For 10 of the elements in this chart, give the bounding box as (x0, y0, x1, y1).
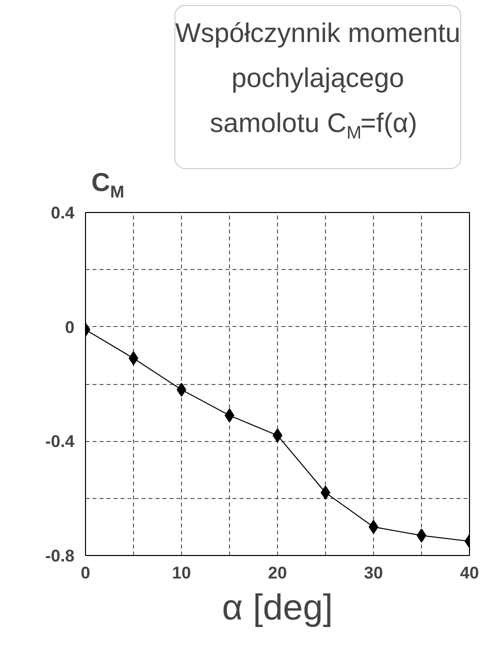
x-tick-label: 10 (172, 564, 191, 582)
x-tick-label: 40 (460, 564, 479, 582)
y-tick-label: -0.4 (45, 432, 76, 452)
x-axis-title: α [deg] (222, 586, 333, 628)
y-tick-label: 0.4 (50, 204, 76, 222)
y-tick-label: -0.8 (45, 546, 75, 566)
x-tick-label: 0 (80, 564, 90, 582)
x-tick-label: 20 (268, 564, 287, 582)
y-tick-label: 0 (65, 318, 75, 337)
x-tick-label: 30 (364, 564, 383, 582)
